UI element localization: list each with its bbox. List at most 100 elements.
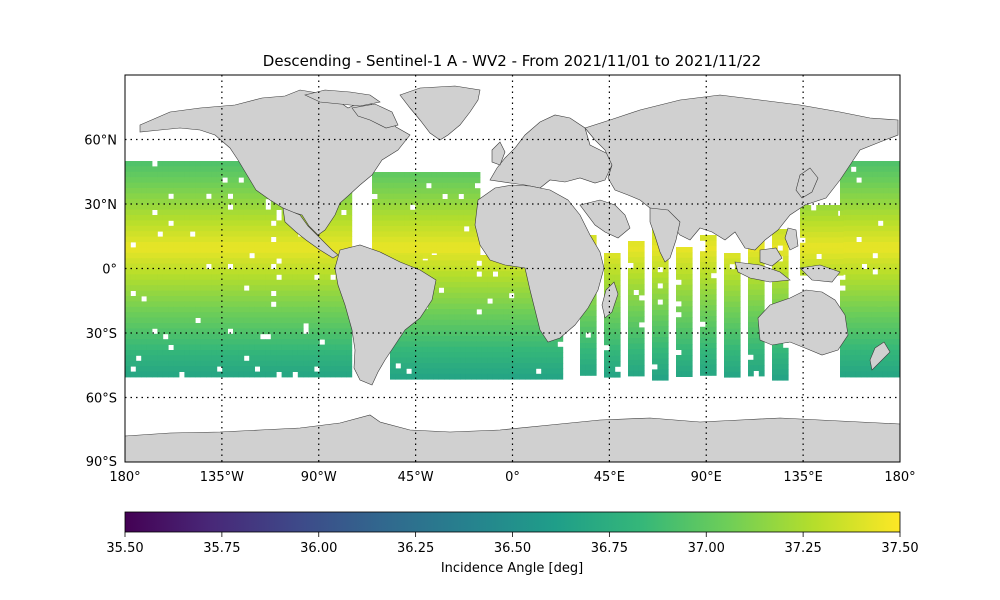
swath-cell [633,268,640,274]
swath-cell [130,274,137,281]
swath-cell [514,282,520,288]
swath-cell [458,247,465,254]
swath-cell [888,204,895,210]
swath-cell [681,338,688,345]
swath-cell [657,337,664,343]
swath-cell [498,319,504,326]
swath-cell [254,236,261,243]
swath-cell [206,209,212,216]
swath-cell [297,355,304,362]
swath-cell [265,344,272,351]
swath-cell [856,263,862,270]
swath-cell [146,371,153,378]
swath-cell [845,236,852,243]
swath-cell [883,231,889,237]
swath-cell [882,371,889,378]
swath-cell [454,314,461,321]
swath-cell [888,279,895,286]
swath-cell [162,279,169,286]
swath-cell [867,231,873,237]
swath-cell [292,258,299,264]
swath-cell [845,274,852,281]
swath-cell [152,242,158,248]
swath-cell [503,265,510,272]
swath-cell [463,247,470,254]
swath-cell [894,209,900,216]
swath-cell [444,303,450,310]
swath-cell [281,366,288,372]
swath-cell [146,182,153,189]
latitude-label: 90°S [86,455,117,470]
swath-cell [893,285,899,291]
swath-cell [227,252,234,259]
swath-cell [888,231,895,237]
swath-cell [525,352,531,358]
swath-cell [519,303,526,310]
swath-cell [135,269,142,275]
swath-cell [442,204,448,211]
swath-cell [179,225,185,232]
swath-cell [254,350,261,356]
swath-cell [292,290,299,297]
swath-cell [125,252,131,259]
swath-cell [265,306,272,313]
swath-cell [845,371,852,378]
swath-cell [893,322,899,329]
swath-cell [173,360,180,367]
swath-cell [734,361,741,367]
swath-cell [189,285,196,291]
swath-cell [227,355,234,362]
swath-cell [724,258,730,265]
swath-cell [243,339,250,345]
swath-cell [427,373,434,380]
swath-cell [837,232,844,238]
swath-cell [514,330,520,337]
swath-cell [845,301,852,308]
swath-cell [866,371,872,378]
swath-cell [152,236,158,243]
swath-cell [249,328,255,335]
swath-cell [872,242,879,248]
swath-cell [249,204,255,210]
swath-cell [222,333,228,340]
swath-cell [179,317,185,324]
swath-cell [222,231,228,237]
colorbar-tick-label: 36.75 [591,541,628,556]
swath-cell [341,198,347,205]
swath-cell [888,177,895,183]
swath-cell [222,225,228,232]
swath-cell [173,177,180,183]
swath-cell [590,343,597,349]
swath-cell [887,306,894,313]
swath-cell [454,292,461,299]
swath-cell [346,366,353,372]
south-america-land [334,244,437,386]
swath-cell [753,305,760,312]
swath-cell [157,161,164,167]
swath-cell [676,333,682,340]
swath-cell [184,296,191,302]
swath-cell [341,371,347,378]
swath-cell [287,317,293,324]
swath-cell [585,364,592,371]
swath-cell [249,360,255,367]
swath-cell [805,210,812,217]
swath-cell [206,274,212,281]
swath-cell [157,285,164,291]
swath-cell [681,263,688,269]
swath-cell [657,250,664,257]
swath-cell [476,255,483,261]
swath-cell [152,290,158,297]
swath-cell [200,231,207,237]
swath-cell [476,373,483,380]
swath-cell [871,290,878,297]
swath-cell [872,171,879,178]
swath-cell [476,276,483,283]
swath-cell [681,333,688,340]
swath-cell [211,182,218,189]
swath-cell [189,188,196,194]
swath-cell [162,355,169,362]
swath-cell [189,182,196,189]
swath-cell [292,252,299,259]
swath-cell [426,220,432,227]
